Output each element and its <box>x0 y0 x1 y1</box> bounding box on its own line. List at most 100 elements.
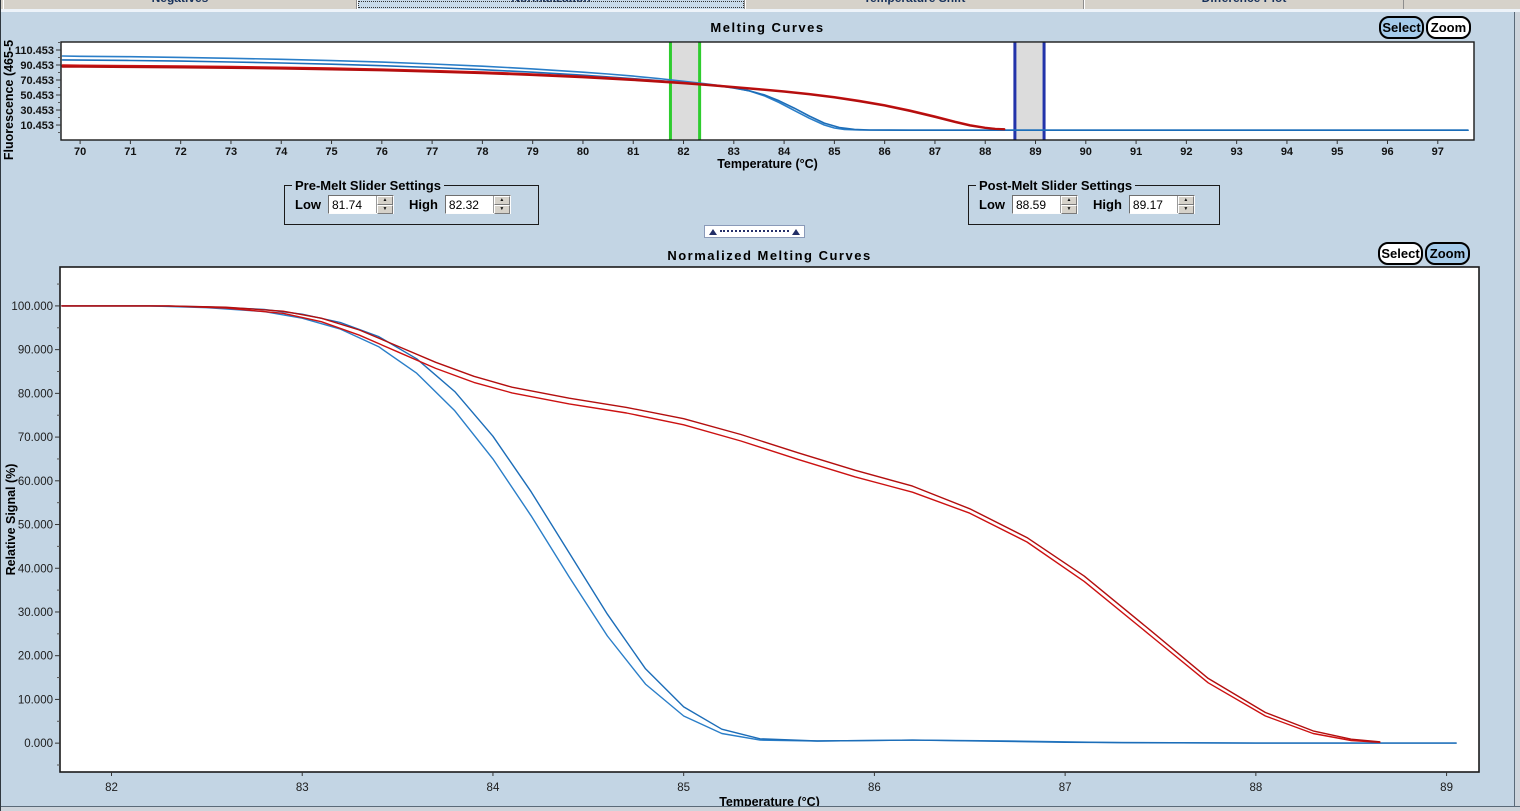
post-melt-low-label: Low <box>979 197 1005 212</box>
x-tick-label: 81 <box>627 146 639 158</box>
x-tick-label: 82 <box>677 146 689 158</box>
x-tick-label: 88 <box>1249 782 1262 794</box>
top-zoom-button[interactable]: Zoom <box>1426 16 1471 39</box>
y-tick-label: 10.453 <box>20 120 54 132</box>
post-melt-legend: Post-Melt Slider Settings <box>976 178 1136 193</box>
temperature-range-slider[interactable] <box>704 225 805 238</box>
x-tick-label: 85 <box>828 146 840 158</box>
bottom-select-button[interactable]: Select <box>1378 242 1423 265</box>
x-tick-label: 79 <box>527 146 539 158</box>
tab-temperature-shift[interactable]: Temperature Shift <box>745 0 1084 9</box>
tab-negatives[interactable]: Negatives <box>3 0 357 9</box>
x-tick-label: 97 <box>1432 146 1444 158</box>
y-tick-label: 30.000 <box>18 607 53 619</box>
x-tick-label: 96 <box>1381 146 1393 158</box>
x-tick-label: 77 <box>426 146 438 158</box>
tab-normalization-label: Normalization <box>358 0 744 5</box>
analysis-tab-strip: Negatives Normalization Temperature Shif… <box>1 0 1520 12</box>
x-tick-label: 86 <box>868 782 881 794</box>
x-tick-label: 87 <box>929 146 941 158</box>
normalized-melting-curves-y-axis-title: Relative Signal (%) <box>4 464 18 576</box>
pre-melt-high-input[interactable]: 82.32 ▲ ▼ <box>444 195 511 214</box>
range-slider-right-thumb-icon[interactable] <box>792 228 800 235</box>
post-melt-high-spinner: ▲ ▼ <box>1176 196 1194 214</box>
x-tick-label: 85 <box>677 782 690 794</box>
normalized-melting-curves-x-axis-title: Temperature (°C) <box>719 795 820 809</box>
x-tick-label: 89 <box>1029 146 1041 158</box>
x-tick-label: 83 <box>296 782 309 794</box>
pre-melt-low-input[interactable]: 81.74 ▲ ▼ <box>328 195 394 214</box>
pre-melt-low-value: 81.74 <box>332 198 363 212</box>
x-tick-label: 72 <box>175 146 187 158</box>
x-tick-label: 71 <box>124 146 136 158</box>
x-tick-label: 84 <box>778 146 791 158</box>
range-slider-track[interactable] <box>720 229 789 232</box>
y-tick-label: 30.453 <box>20 105 54 117</box>
post-melt-band <box>1014 43 1045 139</box>
range-slider-left-thumb-icon[interactable] <box>709 228 717 235</box>
curve-sample-red-1 <box>61 305 1381 743</box>
curve-sample-red-2 <box>61 65 1006 131</box>
post-melt-slider-settings-group: Post-Melt Slider Settings Low 88.59 ▲ ▼ … <box>968 178 1220 225</box>
window-right-edge <box>1514 0 1520 811</box>
pre-melt-high-down-button[interactable]: ▼ <box>493 205 510 214</box>
pre-melt-high-value: 82.32 <box>448 198 479 212</box>
post-melt-high-input[interactable]: 89.17 ▲ ▼ <box>1128 195 1195 214</box>
y-tick-label: 110.453 <box>15 45 54 57</box>
x-tick-label: 93 <box>1231 146 1243 158</box>
y-tick-label: 70.453 <box>20 75 54 87</box>
normalized-melting-curves-frame <box>59 266 1480 773</box>
x-tick-label: 82 <box>105 782 118 794</box>
x-tick-label: 76 <box>376 146 388 158</box>
y-tick-label: 60.000 <box>18 476 53 488</box>
pre-melt-high-spinner: ▲ ▼ <box>492 196 510 214</box>
pre-melt-band <box>670 43 700 139</box>
post-melt-high-up-button[interactable]: ▲ <box>1177 196 1194 205</box>
x-tick-label: 83 <box>728 146 740 158</box>
y-tick-label: 40.000 <box>18 563 53 575</box>
pre-melt-low-down-button[interactable]: ▼ <box>377 205 393 214</box>
y-tick-label: 90.453 <box>20 60 54 72</box>
y-tick-label: 0.000 <box>24 738 53 750</box>
tab-difference-plot[interactable]: Difference Plot <box>1084 0 1404 9</box>
melting-curves-title: Melting Curves <box>710 20 825 35</box>
pre-melt-legend: Pre-Melt Slider Settings <box>292 178 444 193</box>
x-tick-label: 95 <box>1331 146 1343 158</box>
melting-curves-x-axis-title: Temperature (°C) <box>717 157 818 171</box>
x-tick-label: 94 <box>1281 146 1294 158</box>
window-bottom-edge <box>1 806 1520 811</box>
bottom-zoom-button[interactable]: Zoom <box>1425 242 1470 265</box>
pre-melt-low-up-button[interactable]: ▲ <box>377 196 393 205</box>
melting-curves-chart[interactable]: 70 71 72 73 74 75 76 77 78 79 80 81 82 83 84 85 86 87 88 89… <box>1 40 1520 178</box>
x-tick-label: 88 <box>979 146 991 158</box>
top-select-button[interactable]: Select <box>1379 16 1424 39</box>
x-tick-label: 90 <box>1080 146 1092 158</box>
y-tick-label: 50.453 <box>20 90 54 102</box>
post-melt-high-label: High <box>1093 197 1122 212</box>
post-melt-high-value: 89.17 <box>1132 198 1163 212</box>
x-tick-label: 73 <box>225 146 237 158</box>
post-melt-low-value: 88.59 <box>1016 198 1047 212</box>
y-tick-label: 10.000 <box>18 694 53 706</box>
x-tick-label: 75 <box>325 146 337 158</box>
pre-melt-high-up-button[interactable]: ▲ <box>493 196 510 205</box>
x-tick-label: 78 <box>476 146 488 158</box>
tab-difference-plot-label: Difference Plot <box>1085 0 1403 5</box>
x-tick-label: 80 <box>577 146 589 158</box>
post-melt-low-down-button[interactable]: ▼ <box>1061 205 1077 214</box>
post-melt-high-down-button[interactable]: ▼ <box>1177 205 1194 214</box>
y-tick-label: 20.000 <box>18 651 53 663</box>
post-melt-low-up-button[interactable]: ▲ <box>1061 196 1077 205</box>
x-tick-label: 89 <box>1440 782 1453 794</box>
normalized-melting-curves-plot-area[interactable] <box>60 267 1479 772</box>
y-tick-label: 80.000 <box>18 388 53 400</box>
tab-temperature-shift-label: Temperature Shift <box>746 0 1083 5</box>
x-tick-label: 74 <box>275 146 288 158</box>
tab-normalization[interactable]: Normalization <box>357 0 745 9</box>
post-melt-low-input[interactable]: 88.59 ▲ ▼ <box>1012 195 1078 214</box>
x-tick-label: 84 <box>487 782 500 794</box>
x-tick-label: 86 <box>879 146 891 158</box>
pre-melt-slider-settings-group: Pre-Melt Slider Settings Low 81.74 ▲ ▼ H… <box>284 178 539 225</box>
normalized-melting-curves-chart[interactable]: 82 83 84 85 86 87 88 89 100.000 90.000 80.000 70.00… <box>1 262 1520 811</box>
